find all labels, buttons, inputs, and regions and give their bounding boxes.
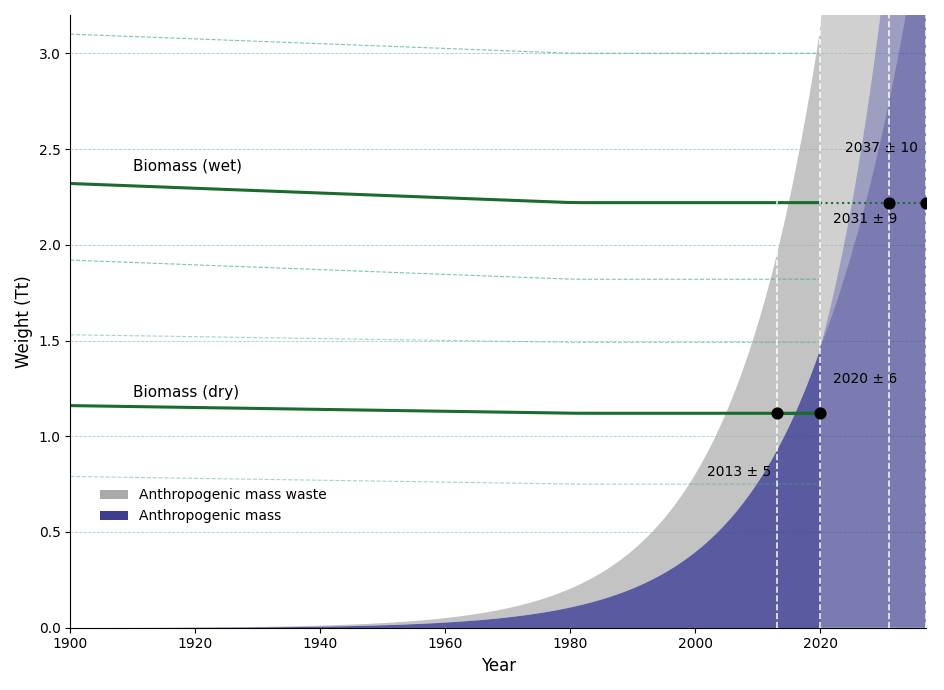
Point [881, 197, 896, 208]
Point [768, 408, 784, 419]
Text: 2013 ± 5: 2013 ± 5 [706, 465, 770, 479]
Text: 2037 ± 10: 2037 ± 10 [844, 141, 918, 155]
Point [812, 408, 827, 419]
Y-axis label: Weight (Tt): Weight (Tt) [15, 275, 33, 368]
X-axis label: Year: Year [480, 657, 515, 675]
Point [918, 197, 933, 208]
Text: Biomass (wet): Biomass (wet) [133, 159, 242, 174]
Legend: Anthropogenic mass waste, Anthropogenic mass: Anthropogenic mass waste, Anthropogenic … [94, 483, 331, 529]
Text: 2031 ± 9: 2031 ± 9 [832, 212, 896, 226]
Text: 2020 ± 6: 2020 ± 6 [832, 373, 896, 386]
Text: Biomass (dry): Biomass (dry) [133, 385, 239, 400]
